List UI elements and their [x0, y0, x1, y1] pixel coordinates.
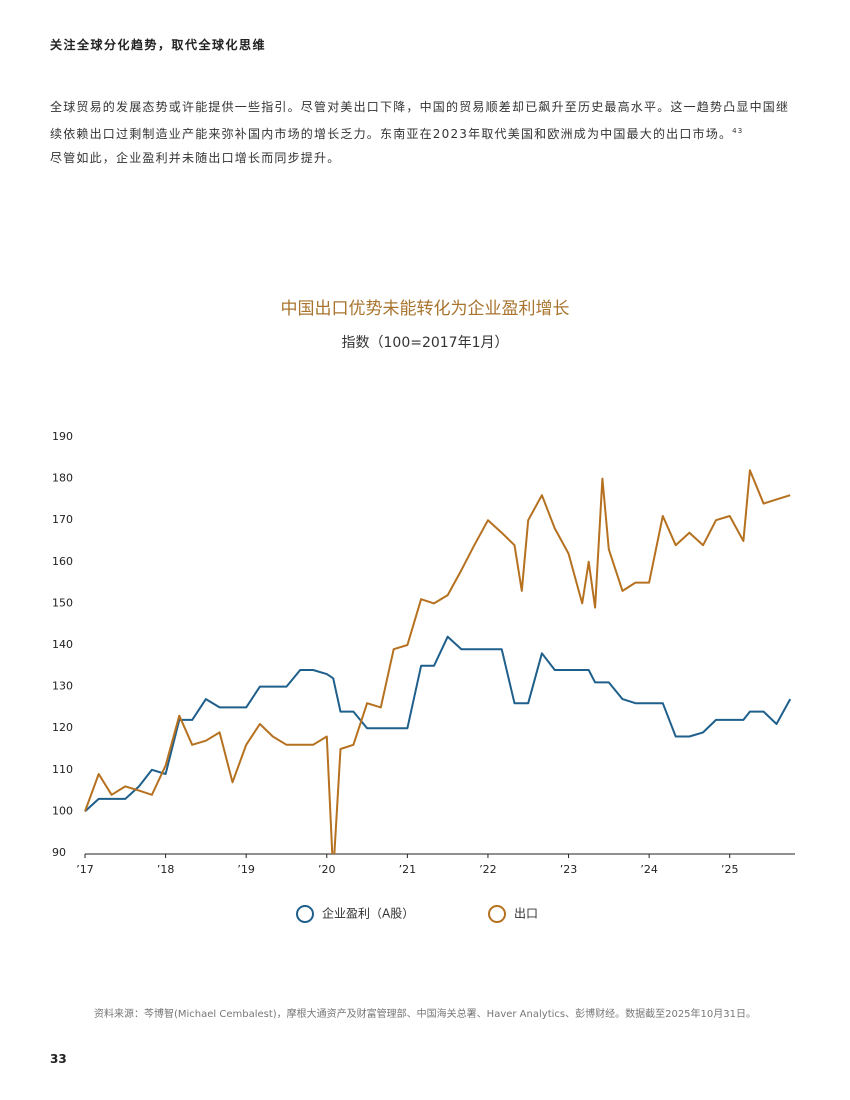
series-line [84, 469, 791, 854]
y-tick-label: 180 [52, 472, 73, 485]
x-tick-label: ’25 [721, 863, 739, 876]
legend-label: 出口 [514, 907, 538, 921]
legend-label: 企业盈利（A股） [322, 906, 414, 921]
y-tick-label: 160 [52, 555, 73, 568]
y-tick-label: 100 [52, 804, 73, 817]
y-tick-label: 170 [52, 513, 73, 526]
x-tick-label: ’23 [560, 863, 578, 876]
x-tick-label: ’18 [157, 863, 175, 876]
x-tick-label: ’21 [399, 863, 417, 876]
x-tick-label: ’20 [318, 863, 336, 876]
y-tick-label: 130 [52, 680, 73, 693]
y-tick-label: 90 [52, 846, 66, 859]
header-title: 关注全球分化趋势，取代全球化思维 [50, 38, 267, 52]
y-tick-label: 110 [52, 763, 73, 776]
chart-title: 中国出口优势未能转化为企业盈利增长 [281, 299, 570, 319]
x-tick-label: ’22 [479, 863, 497, 876]
paragraph-text: 全球贸易的发展态势或许能提供一些指引。尽管对美出口下降，中国的贸易顺差却已飙升至… [50, 100, 790, 141]
y-tick-label: 150 [52, 596, 73, 609]
legend-marker [296, 905, 314, 923]
y-tick-label: 120 [52, 721, 73, 734]
legend-marker [488, 905, 506, 923]
paragraph: 全球贸易的发展态势或许能提供一些指引。尽管对美出口下降，中国的贸易顺差却已飙升至… [50, 95, 802, 170]
x-tick-label: ’24 [640, 863, 658, 876]
page-number: 33 [50, 1052, 67, 1066]
footnote: 43 [732, 127, 744, 135]
x-tick-label: ’17 [76, 863, 94, 876]
paragraph-text: 尽管如此，企业盈利并未随出口增长而同步提升。 [50, 151, 341, 165]
source: 资料来源：芩博智(Michael Cembalest)，摩根大通资产及财富管理部… [93, 1009, 756, 1020]
plot-area [84, 469, 792, 854]
chart-subtitle: 指数（100=2017年1月） [342, 335, 509, 351]
y-tick-label: 190 [52, 430, 73, 443]
series-line [84, 635, 792, 813]
x-tick-label: ’19 [237, 863, 255, 876]
y-tick-label: 140 [52, 638, 73, 651]
